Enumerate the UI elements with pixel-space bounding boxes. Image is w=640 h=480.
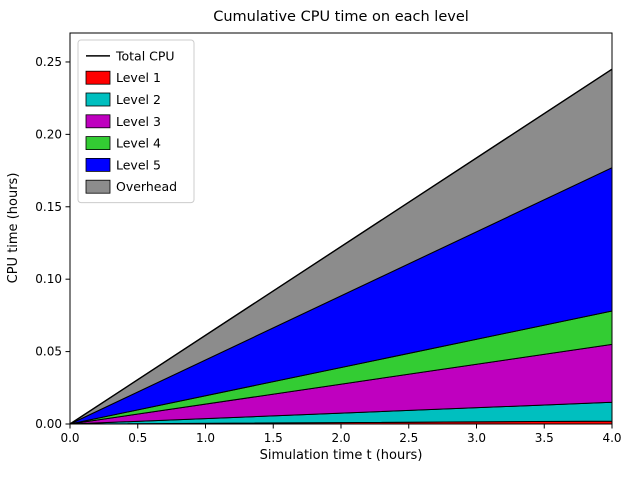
total-cpu-line: [69, 68, 613, 425]
legend-label: Level 2: [116, 92, 161, 107]
x-tick-label: 2.0: [331, 431, 350, 445]
chart-layers: 0.0 0.5 1.0 1.5 2.0 2.5 3.0 3.5 4.0 0.00 0.05 0.10 0…: [35, 32, 622, 445]
y-tick-label: 0.05: [35, 345, 62, 359]
y-tick-label: 0.10: [35, 272, 62, 286]
legend-label: Level 1: [116, 70, 161, 85]
x-tick-label: 1.5: [264, 431, 283, 445]
x-tick-label: 3.0: [467, 431, 486, 445]
x-tick-label: 2.5: [399, 431, 418, 445]
legend-label: Level 4: [116, 136, 161, 151]
legend-label: Level 3: [116, 114, 161, 129]
x-tick-label: 0.5: [128, 431, 147, 445]
x-tick-label: 3.5: [535, 431, 554, 445]
y-axis-label: CPU time (hours): [6, 173, 21, 284]
legend-swatch: [85, 179, 111, 194]
y-tick-label: 0.25: [35, 55, 62, 69]
legend-label: Overhead: [116, 179, 177, 194]
x-tick-label: 1.0: [196, 431, 215, 445]
x-tick-label: 0.0: [60, 431, 79, 445]
legend-label: Total CPU: [115, 48, 175, 63]
x-axis-label: Simulation time t (hours): [260, 448, 423, 463]
y-tick-label: 0.00: [35, 417, 62, 431]
legend-swatch: [85, 157, 111, 172]
legend: Total CPU Level 1 Level 2 Level 3 Level 4 Lev…: [77, 39, 195, 204]
legend-swatch: [85, 92, 111, 107]
chart-title: Cumulative CPU time on each level: [213, 9, 469, 25]
legend-swatch: [85, 114, 111, 129]
legend-swatch: [85, 70, 111, 85]
legend-swatch: [85, 136, 111, 151]
y-tick-label: 0.20: [35, 127, 62, 141]
x-tick-label: 4.0: [602, 431, 621, 445]
legend-label: Level 5: [116, 157, 161, 172]
y-tick-label: 0.15: [35, 200, 62, 214]
